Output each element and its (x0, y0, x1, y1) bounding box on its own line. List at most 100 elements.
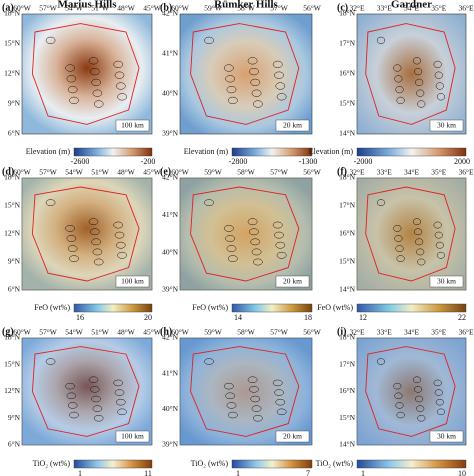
region-outline (190, 346, 300, 437)
x-tick-label: 60°W (171, 4, 189, 13)
column-title: Gardner (391, 0, 432, 11)
region-outline (31, 186, 140, 282)
dome-outline (117, 408, 127, 416)
scale-box (115, 119, 150, 132)
y-tick-label: 39°N (162, 285, 178, 294)
panel-label: (a) (2, 2, 14, 13)
colorbar-label: TiO₂ (wt%) (316, 459, 354, 468)
y-tick-label: 16°N (339, 229, 355, 238)
y-tick-label: 18°N (339, 173, 355, 182)
map-overlay (180, 338, 312, 445)
y-tick-label: 14°N (339, 285, 355, 294)
map-image (21, 177, 153, 291)
x-tick-label: 60°W (13, 168, 31, 177)
dome-outline (67, 85, 78, 94)
dome-outline (433, 221, 442, 229)
dome-outline (65, 225, 75, 232)
y-tick-label: 18°N (4, 9, 20, 18)
dome-outline (69, 411, 79, 419)
y-tick-label: 40°N (162, 404, 178, 413)
region-outline (190, 186, 300, 282)
dome-outline (45, 36, 56, 45)
x-tick-label: 34°E (404, 168, 419, 177)
y-tick-label: 6°N (8, 285, 21, 294)
colorbar-max: 7 (306, 469, 310, 476)
y-tick-label: 18°N (4, 173, 20, 182)
colorbar-min: 14 (234, 313, 242, 322)
x-tick-label: 56°W (303, 168, 321, 177)
x-tick-label: 57°W (270, 168, 288, 177)
colorbar (231, 459, 313, 469)
colorbar (356, 147, 467, 157)
y-tick-label: 39°N (162, 129, 178, 138)
dome-outline (393, 64, 402, 72)
dome-outline (396, 255, 405, 263)
dome-outline (434, 231, 443, 239)
x-tick-label: 60°W (13, 4, 31, 13)
dome-outline (416, 248, 425, 256)
x-tick-label: 59°W (204, 328, 222, 337)
y-tick-label: 41°N (162, 368, 178, 377)
dome-outline (396, 411, 405, 419)
dome-outline (436, 251, 445, 259)
scale-box (115, 275, 150, 288)
x-tick-label: 51°W (91, 4, 109, 13)
colorbar-label: Elevation (m) (26, 147, 71, 156)
dome-outline (395, 85, 404, 94)
dome-outline (396, 96, 405, 105)
dome-outline (251, 248, 262, 256)
map-overlay (357, 178, 466, 290)
dome-outline (275, 82, 286, 90)
y-tick-label: 16°N (339, 386, 355, 395)
colorbar-min: 12 (359, 313, 367, 322)
dome-outline (88, 376, 99, 383)
dome-outline (393, 382, 402, 390)
dome-outline (436, 408, 445, 416)
y-tick-label: 16°N (339, 69, 355, 78)
colorbar-min: 16 (76, 313, 84, 322)
y-tick-label: 15°N (4, 359, 20, 368)
colorbar (73, 303, 153, 313)
map-image (21, 13, 153, 135)
x-tick-label: 48°W (117, 328, 135, 337)
colorbar-max: 20 (144, 313, 152, 322)
dome-outline (417, 100, 426, 108)
dome-outline (253, 258, 263, 266)
y-tick-label: 14°N (339, 129, 355, 138)
x-tick-label: 54°W (65, 328, 83, 337)
x-tick-label: 57°W (39, 328, 57, 337)
x-tick-label: 58°W (237, 4, 255, 13)
dome-outline (434, 389, 443, 396)
dome-outline (376, 36, 386, 45)
dome-outline (272, 379, 283, 387)
x-tick-label: 33°E (377, 328, 392, 337)
dome-outline (227, 411, 238, 419)
y-tick-label: 42°N (162, 333, 178, 342)
x-tick-label: 60°W (171, 328, 189, 337)
y-tick-label: 9°N (8, 413, 21, 422)
dome-outline (223, 225, 234, 232)
dome-outline (223, 64, 234, 72)
dome-outline (272, 221, 283, 229)
x-tick-label: 51°W (91, 168, 109, 177)
dome-outline (91, 78, 101, 87)
y-tick-label: 17°N (339, 201, 355, 210)
dome-outline (114, 389, 125, 396)
dome-outline (92, 248, 103, 256)
y-tick-label: 15°N (4, 201, 20, 210)
colorbar-min: -2600 (71, 157, 90, 166)
map-image (356, 177, 467, 291)
dome-outline (395, 402, 404, 409)
colorbar (356, 459, 467, 469)
colorbar-min: 1 (78, 469, 82, 476)
dome-outline (413, 67, 423, 76)
dome-outline (88, 218, 99, 226)
x-tick-label: 33°E (377, 168, 392, 177)
dome-outline (93, 100, 104, 108)
dome-outline (117, 251, 127, 259)
dome-outline (435, 82, 444, 90)
dome-outline (45, 199, 56, 207)
dome-outline (114, 231, 125, 239)
